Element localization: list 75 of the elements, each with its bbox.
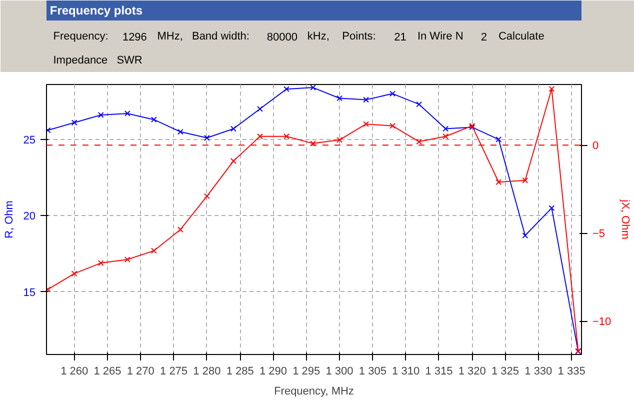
point bbox=[256, 133, 263, 140]
x-tick-label: 1 310 bbox=[392, 366, 420, 378]
x-tick-label: 1 305 bbox=[358, 366, 386, 378]
x-tick-label: 1 270 bbox=[126, 366, 154, 378]
point bbox=[496, 136, 502, 142]
y2-tick-label: 0 bbox=[592, 140, 599, 152]
chart-title: Frequency plots bbox=[50, 4, 143, 18]
point bbox=[71, 120, 78, 126]
point bbox=[124, 256, 130, 262]
text: MHz, bbox=[157, 30, 183, 42]
point bbox=[548, 205, 555, 212]
text: SWR bbox=[116, 54, 142, 66]
y-tick-label: 15 bbox=[23, 286, 36, 299]
point bbox=[522, 232, 528, 238]
point bbox=[390, 122, 396, 129]
point bbox=[310, 84, 316, 91]
point bbox=[98, 260, 104, 266]
x-tick-label: 1 335 bbox=[558, 366, 586, 378]
point bbox=[363, 121, 370, 128]
point bbox=[204, 134, 210, 141]
point bbox=[336, 95, 342, 102]
text: 21 bbox=[394, 32, 406, 44]
point bbox=[98, 112, 104, 118]
y2-axis-title: jX, Ohm bbox=[619, 198, 632, 240]
point bbox=[336, 136, 342, 143]
x-tick-label: 1 320 bbox=[458, 366, 486, 378]
point bbox=[204, 193, 210, 200]
text: 1296 bbox=[122, 32, 147, 44]
y-tick-label: 20 bbox=[23, 210, 36, 223]
x-tick-label: 1 315 bbox=[425, 366, 453, 378]
point bbox=[284, 86, 290, 92]
point bbox=[284, 133, 290, 140]
y-axis-title: R, Ohm bbox=[3, 200, 16, 238]
point bbox=[496, 179, 502, 186]
x-tick-label: 1 285 bbox=[226, 366, 254, 378]
point bbox=[150, 116, 157, 123]
point bbox=[150, 248, 157, 254]
point bbox=[416, 101, 422, 108]
text: Points: bbox=[342, 30, 376, 42]
text: kHz, bbox=[307, 30, 330, 42]
x-tick-label: 1 280 bbox=[193, 366, 221, 378]
x-tick-label: 1 290 bbox=[259, 366, 287, 378]
y2-tick-label: −10 bbox=[592, 316, 612, 328]
point bbox=[310, 140, 316, 146]
point bbox=[363, 96, 370, 103]
point bbox=[390, 90, 396, 97]
point bbox=[177, 128, 184, 135]
x-tick-label: 1 275 bbox=[160, 366, 188, 378]
x-tick-label: 1 330 bbox=[524, 366, 552, 378]
text: Frequency: bbox=[53, 30, 108, 42]
text: 2 bbox=[480, 32, 488, 44]
text: Band width: bbox=[192, 30, 250, 42]
point bbox=[124, 110, 130, 116]
point bbox=[522, 177, 528, 184]
x-tick-label: 1 300 bbox=[326, 366, 354, 378]
text: 80000 bbox=[266, 32, 298, 44]
point bbox=[230, 126, 236, 132]
text: In Wire N bbox=[417, 30, 464, 42]
x-tick-label: 1 260 bbox=[60, 366, 88, 378]
x-tick-label: 1 265 bbox=[94, 366, 122, 378]
point bbox=[230, 158, 236, 164]
x-axis-title: Frequency, MHz bbox=[274, 386, 354, 398]
y-tick-label: 25 bbox=[23, 134, 36, 146]
point bbox=[442, 126, 449, 132]
point bbox=[71, 270, 78, 277]
text: Impedance bbox=[53, 54, 108, 66]
x-tick-label: 1 295 bbox=[292, 366, 320, 378]
point bbox=[442, 133, 449, 140]
text: Calculate bbox=[498, 30, 544, 42]
point bbox=[416, 138, 422, 145]
x-tick-label: 1 325 bbox=[491, 366, 520, 378]
point bbox=[548, 86, 555, 92]
point bbox=[177, 226, 184, 233]
y2-tick-label: −5 bbox=[592, 228, 606, 240]
point bbox=[256, 106, 263, 112]
